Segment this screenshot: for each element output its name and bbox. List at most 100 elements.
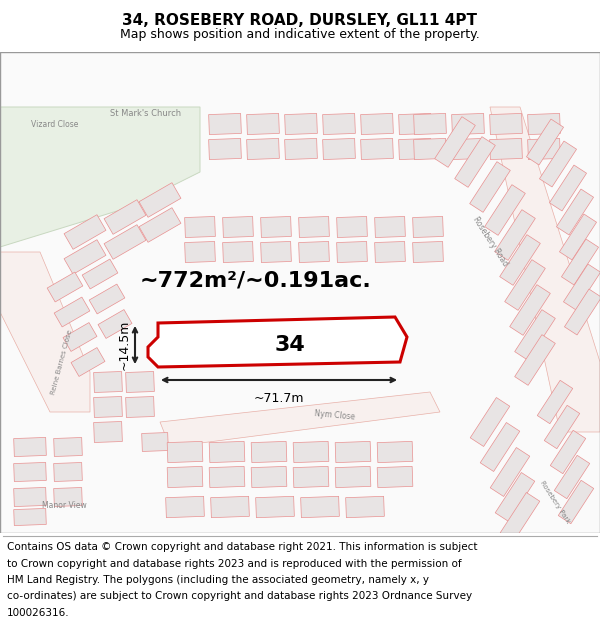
Text: co-ordinates) are subject to Crown copyright and database rights 2023 Ordnance S: co-ordinates) are subject to Crown copyr… (7, 591, 472, 601)
Polygon shape (251, 466, 287, 488)
Polygon shape (398, 114, 431, 134)
Polygon shape (413, 241, 443, 262)
Text: ~14.5m: ~14.5m (118, 320, 131, 370)
Polygon shape (527, 139, 560, 159)
Polygon shape (53, 438, 82, 456)
Polygon shape (209, 466, 245, 488)
Polygon shape (160, 392, 440, 447)
Polygon shape (167, 441, 203, 462)
Polygon shape (495, 472, 535, 521)
Polygon shape (490, 114, 523, 134)
Polygon shape (377, 441, 413, 462)
Text: ~71.7m: ~71.7m (254, 392, 304, 405)
Polygon shape (0, 252, 90, 412)
Polygon shape (505, 259, 545, 311)
Polygon shape (337, 241, 367, 262)
Polygon shape (47, 272, 83, 302)
Polygon shape (71, 348, 105, 376)
Polygon shape (490, 107, 600, 432)
Polygon shape (323, 114, 355, 134)
Polygon shape (54, 297, 90, 327)
Polygon shape (185, 216, 215, 238)
Polygon shape (223, 241, 253, 262)
Polygon shape (63, 322, 97, 351)
Text: 34: 34 (275, 335, 305, 355)
Polygon shape (260, 216, 292, 238)
Polygon shape (211, 496, 250, 518)
Text: Manor View: Manor View (42, 501, 87, 509)
Polygon shape (94, 396, 122, 418)
Polygon shape (104, 225, 146, 259)
Polygon shape (490, 139, 523, 159)
Polygon shape (480, 422, 520, 471)
Polygon shape (167, 466, 203, 488)
Polygon shape (515, 334, 556, 386)
Polygon shape (361, 139, 394, 159)
Polygon shape (148, 317, 407, 367)
Polygon shape (509, 284, 550, 336)
Polygon shape (494, 209, 535, 261)
Polygon shape (413, 216, 443, 238)
Text: Nym Close: Nym Close (314, 409, 356, 421)
Text: Rosebery Park: Rosebery Park (539, 479, 571, 524)
Polygon shape (377, 466, 413, 488)
Polygon shape (260, 241, 292, 262)
Polygon shape (323, 139, 355, 159)
Polygon shape (209, 139, 241, 159)
Polygon shape (537, 380, 573, 424)
Polygon shape (64, 215, 106, 249)
Polygon shape (470, 162, 511, 212)
Polygon shape (559, 214, 596, 260)
Text: to Crown copyright and database rights 2023 and is reproduced with the permissio: to Crown copyright and database rights 2… (7, 559, 462, 569)
Polygon shape (565, 289, 600, 335)
Polygon shape (558, 480, 594, 524)
Polygon shape (346, 496, 385, 518)
Text: Rosebery Road: Rosebery Road (470, 216, 509, 268)
Polygon shape (361, 114, 394, 134)
Polygon shape (544, 405, 580, 449)
Text: ~772m²/~0.191ac.: ~772m²/~0.191ac. (139, 270, 371, 290)
Text: St Mark's Church: St Mark's Church (110, 109, 181, 118)
Polygon shape (335, 466, 371, 488)
Polygon shape (526, 119, 563, 165)
Polygon shape (94, 421, 122, 442)
Polygon shape (139, 182, 181, 218)
Polygon shape (500, 234, 541, 286)
Polygon shape (527, 114, 560, 134)
Text: 34, ROSEBERY ROAD, DURSLEY, GL11 4PT: 34, ROSEBERY ROAD, DURSLEY, GL11 4PT (122, 13, 478, 28)
Polygon shape (14, 462, 46, 481)
Polygon shape (563, 264, 600, 310)
Polygon shape (550, 165, 587, 211)
Polygon shape (413, 114, 446, 134)
Polygon shape (223, 216, 253, 238)
Text: HM Land Registry. The polygons (including the associated geometry, namely x, y: HM Land Registry. The polygons (includin… (7, 575, 429, 585)
Polygon shape (98, 309, 132, 338)
Polygon shape (53, 462, 82, 481)
Polygon shape (299, 241, 329, 262)
Polygon shape (0, 107, 200, 247)
Polygon shape (455, 137, 496, 188)
Polygon shape (554, 455, 590, 499)
Polygon shape (166, 496, 205, 518)
Polygon shape (500, 492, 540, 541)
Polygon shape (142, 432, 169, 451)
Text: Contains OS data © Crown copyright and database right 2021. This information is : Contains OS data © Crown copyright and d… (7, 542, 478, 552)
Polygon shape (14, 438, 46, 456)
Polygon shape (434, 117, 475, 168)
Polygon shape (515, 309, 556, 361)
Polygon shape (125, 371, 154, 392)
Polygon shape (209, 441, 245, 462)
Polygon shape (562, 239, 599, 285)
Polygon shape (337, 216, 367, 238)
Polygon shape (94, 371, 122, 392)
Polygon shape (470, 398, 510, 446)
Polygon shape (139, 208, 181, 242)
Polygon shape (485, 184, 526, 236)
Polygon shape (398, 139, 431, 159)
Polygon shape (247, 139, 280, 159)
Polygon shape (293, 466, 329, 488)
Polygon shape (251, 441, 287, 462)
Text: Reine Barnes Close: Reine Barnes Close (50, 329, 74, 395)
Polygon shape (82, 259, 118, 289)
Polygon shape (550, 430, 586, 474)
